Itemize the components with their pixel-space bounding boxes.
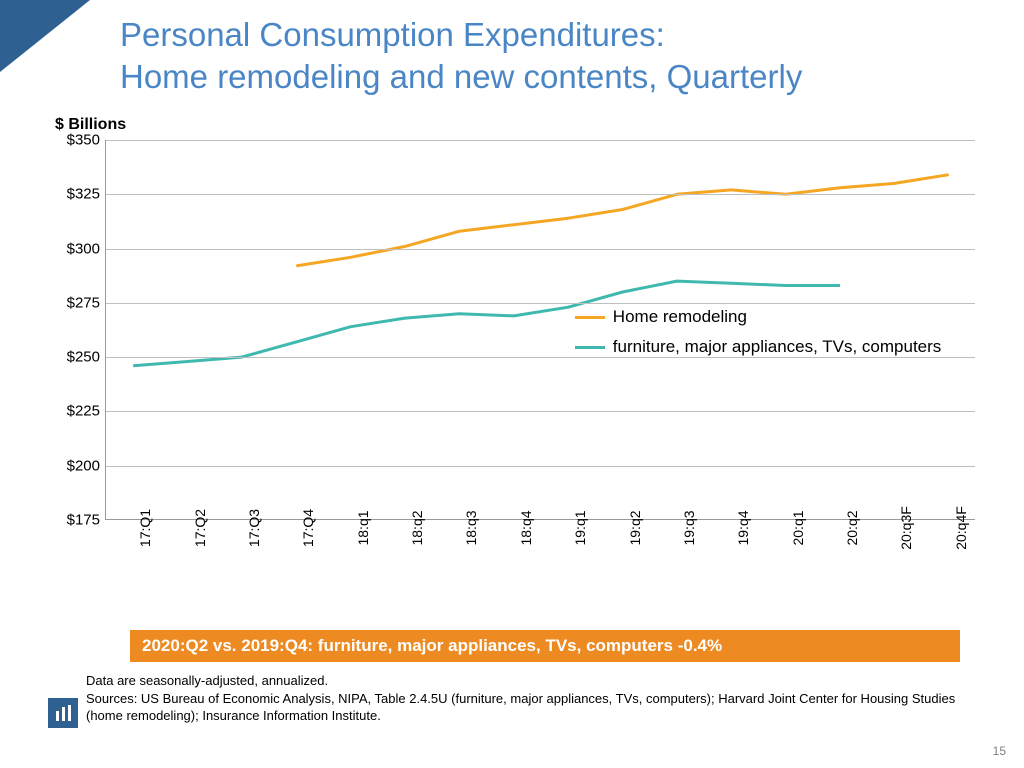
y-tick-label: $275 xyxy=(50,294,100,311)
legend-label: furniture, major appliances, TVs, comput… xyxy=(613,337,942,356)
callout-bar: 2020:Q2 vs. 2019:Q4: furniture, major ap… xyxy=(130,630,960,662)
y-tick-label: $225 xyxy=(50,403,100,420)
x-tick-label: 18:q1 xyxy=(355,510,371,545)
gridline xyxy=(106,466,975,467)
x-tick-label: 17:Q2 xyxy=(192,509,208,547)
gridline xyxy=(106,303,975,304)
x-tick-label: 17:Q3 xyxy=(246,509,262,547)
gridline xyxy=(106,357,975,358)
y-tick-label: $350 xyxy=(50,132,100,149)
x-tick-label: 19:q1 xyxy=(572,510,588,545)
legend-swatch xyxy=(575,346,605,349)
legend-entry: Home remodeling xyxy=(575,307,747,327)
x-tick-label: 17:Q4 xyxy=(300,509,316,547)
gridline xyxy=(106,249,975,250)
x-tick-label: 20:q4F xyxy=(953,506,969,550)
gridline xyxy=(106,194,975,195)
plot-area xyxy=(105,140,975,520)
corner-triangle xyxy=(0,0,90,72)
y-tick-label: $300 xyxy=(50,240,100,257)
slide-title: Personal Consumption Expenditures: Home … xyxy=(120,14,980,98)
footnote-line-1: Data are seasonally-adjusted, annualized… xyxy=(86,673,328,688)
x-tick-label: 20:q2 xyxy=(844,510,860,545)
gridline xyxy=(106,140,975,141)
footnote: Data are seasonally-adjusted, annualized… xyxy=(86,672,986,725)
y-tick-label: $175 xyxy=(50,512,100,529)
gridline xyxy=(106,411,975,412)
title-line-1: Personal Consumption Expenditures: xyxy=(120,16,665,53)
x-tick-label: 17:Q1 xyxy=(137,509,153,547)
iii-logo xyxy=(48,698,78,728)
legend-swatch xyxy=(575,316,605,319)
x-tick-label: 18:q4 xyxy=(518,510,534,545)
series-line xyxy=(296,175,949,266)
logo-bars-icon xyxy=(56,705,71,721)
y-tick-label: $325 xyxy=(50,186,100,203)
x-tick-label: 18:q3 xyxy=(463,510,479,545)
x-tick-label: 19:q4 xyxy=(735,510,751,545)
x-tick-label: 18:q2 xyxy=(409,510,425,545)
footnote-line-2: Sources: US Bureau of Economic Analysis,… xyxy=(86,691,955,724)
line-series-svg xyxy=(106,140,976,520)
page-number: 15 xyxy=(993,744,1006,758)
y-tick-label: $250 xyxy=(50,349,100,366)
legend-entry: furniture, major appliances, TVs, comput… xyxy=(575,337,942,357)
x-tick-label: 19:q3 xyxy=(681,510,697,545)
callout-text: 2020:Q2 vs. 2019:Q4: furniture, major ap… xyxy=(142,636,722,656)
chart: $175$200$225$250$275$300$325$35017:Q117:… xyxy=(50,140,980,560)
x-tick-label: 19:q2 xyxy=(627,510,643,545)
y-tick-label: $200 xyxy=(50,457,100,474)
legend-label: Home remodeling xyxy=(613,307,747,326)
x-tick-label: 20:q1 xyxy=(790,510,806,545)
x-tick-label: 20:q3F xyxy=(898,506,914,550)
title-line-2: Home remodeling and new contents, Quarte… xyxy=(120,58,802,95)
